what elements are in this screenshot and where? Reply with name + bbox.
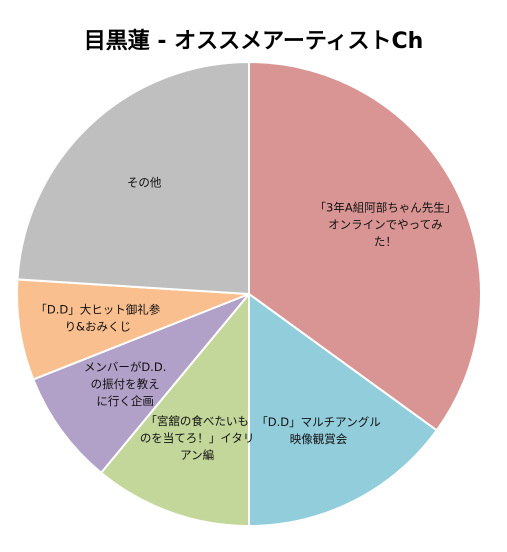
pie-slice-2 — [99, 291, 250, 528]
pie-slice-label-line: アン編 — [180, 448, 214, 462]
pie-slice-1 — [248, 292, 439, 528]
pie-slice-0 — [248, 60, 482, 432]
pie-slice-label-1: 「D.D」マルチアングル映像観賞会 — [256, 415, 380, 446]
pie-slice-label-line: り&おみくじ — [65, 320, 131, 334]
pie-slice-label-line: 「D.D」マルチアングル — [256, 415, 380, 429]
pie-slice-label-4: 「D.D」大ヒット御礼参り&おみくじ — [35, 303, 160, 334]
pie-slice-label-line: その他 — [127, 175, 162, 189]
pie-slice-4 — [16, 278, 250, 381]
pie-slice-label-line: 「D.D」大ヒット御礼参 — [35, 303, 160, 317]
pie-slice-label-5: その他 — [127, 175, 162, 189]
pie-slices — [16, 60, 482, 528]
pie-slice-label-3: メンバーがD.D. の振付を教えに行く企画 — [84, 360, 167, 408]
pie-slice-label-2: 「宮舘の食べたいものを当てろ！」イタリアン編 — [140, 414, 255, 462]
pie-slice-label-line: た！ — [374, 235, 397, 249]
pie-slice-label-line: 映像観賞会 — [290, 432, 348, 446]
pie-slice-label-line: の振付を教え — [91, 377, 160, 391]
pie-slice-label-line: メンバーがD.D. — [84, 360, 167, 374]
pie-slice-label-line: のを当てろ！」イタリ — [140, 431, 255, 445]
pie-labels: 「3年A組阿部ちゃん先生」オンラインでやってみた！ 「D.D」マルチアングル映像観… — [35, 175, 456, 462]
pie-slice-label-line: オンラインでやってみ — [328, 218, 442, 232]
pie-slice-label-line: 「宮舘の食べたいも — [145, 414, 249, 428]
pie-slice-3 — [31, 293, 250, 475]
pie-slice-label-line: に行く企画 — [96, 394, 154, 408]
pie-slice-5 — [16, 60, 250, 296]
chart-title: 目黒蓮 - オススメアーティストCh — [84, 29, 424, 54]
pie-slice-label-0: 「3年A組阿部ちゃん先生」オンラインでやってみた！ — [315, 201, 457, 249]
pie-slice-label-line: 「3年A組阿部ちゃん先生」 — [315, 201, 457, 215]
